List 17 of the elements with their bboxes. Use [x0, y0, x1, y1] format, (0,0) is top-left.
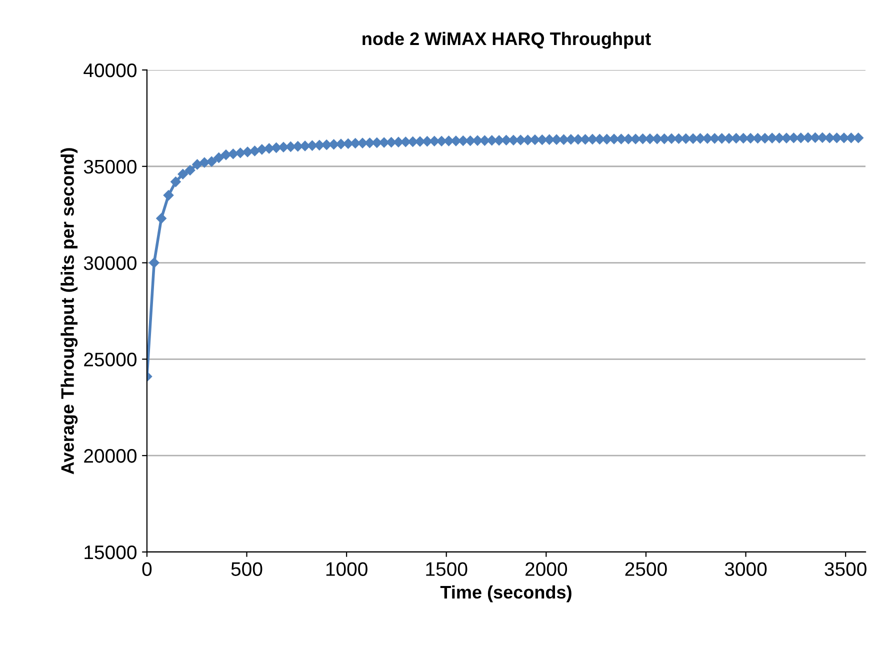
chart-title: node 2 WiMAX HARQ Throughput	[362, 32, 651, 49]
x-tick-label: 2500	[625, 562, 667, 576]
y-tick-label: 25000	[84, 352, 136, 366]
x-tick-label: 2000	[526, 562, 568, 576]
x-tick-label: 1500	[426, 562, 468, 576]
x-axis-title: Time (seconds)	[440, 585, 572, 602]
y-tick-label: 30000	[84, 256, 136, 270]
y-axis-title: Average Throughput (bits per second)	[60, 148, 78, 474]
x-tick-label: 1000	[326, 562, 368, 576]
x-tick-label: 3500	[824, 562, 866, 576]
y-tick-label: 20000	[84, 449, 136, 463]
x-tick-label: 3000	[724, 562, 767, 576]
y-tick-label: 35000	[84, 160, 136, 174]
x-tick-label: 500	[231, 562, 262, 576]
x-tick-label: 0	[142, 562, 152, 576]
y-tick-label: 40000	[84, 63, 136, 78]
y-tick-label: 15000	[84, 545, 136, 560]
